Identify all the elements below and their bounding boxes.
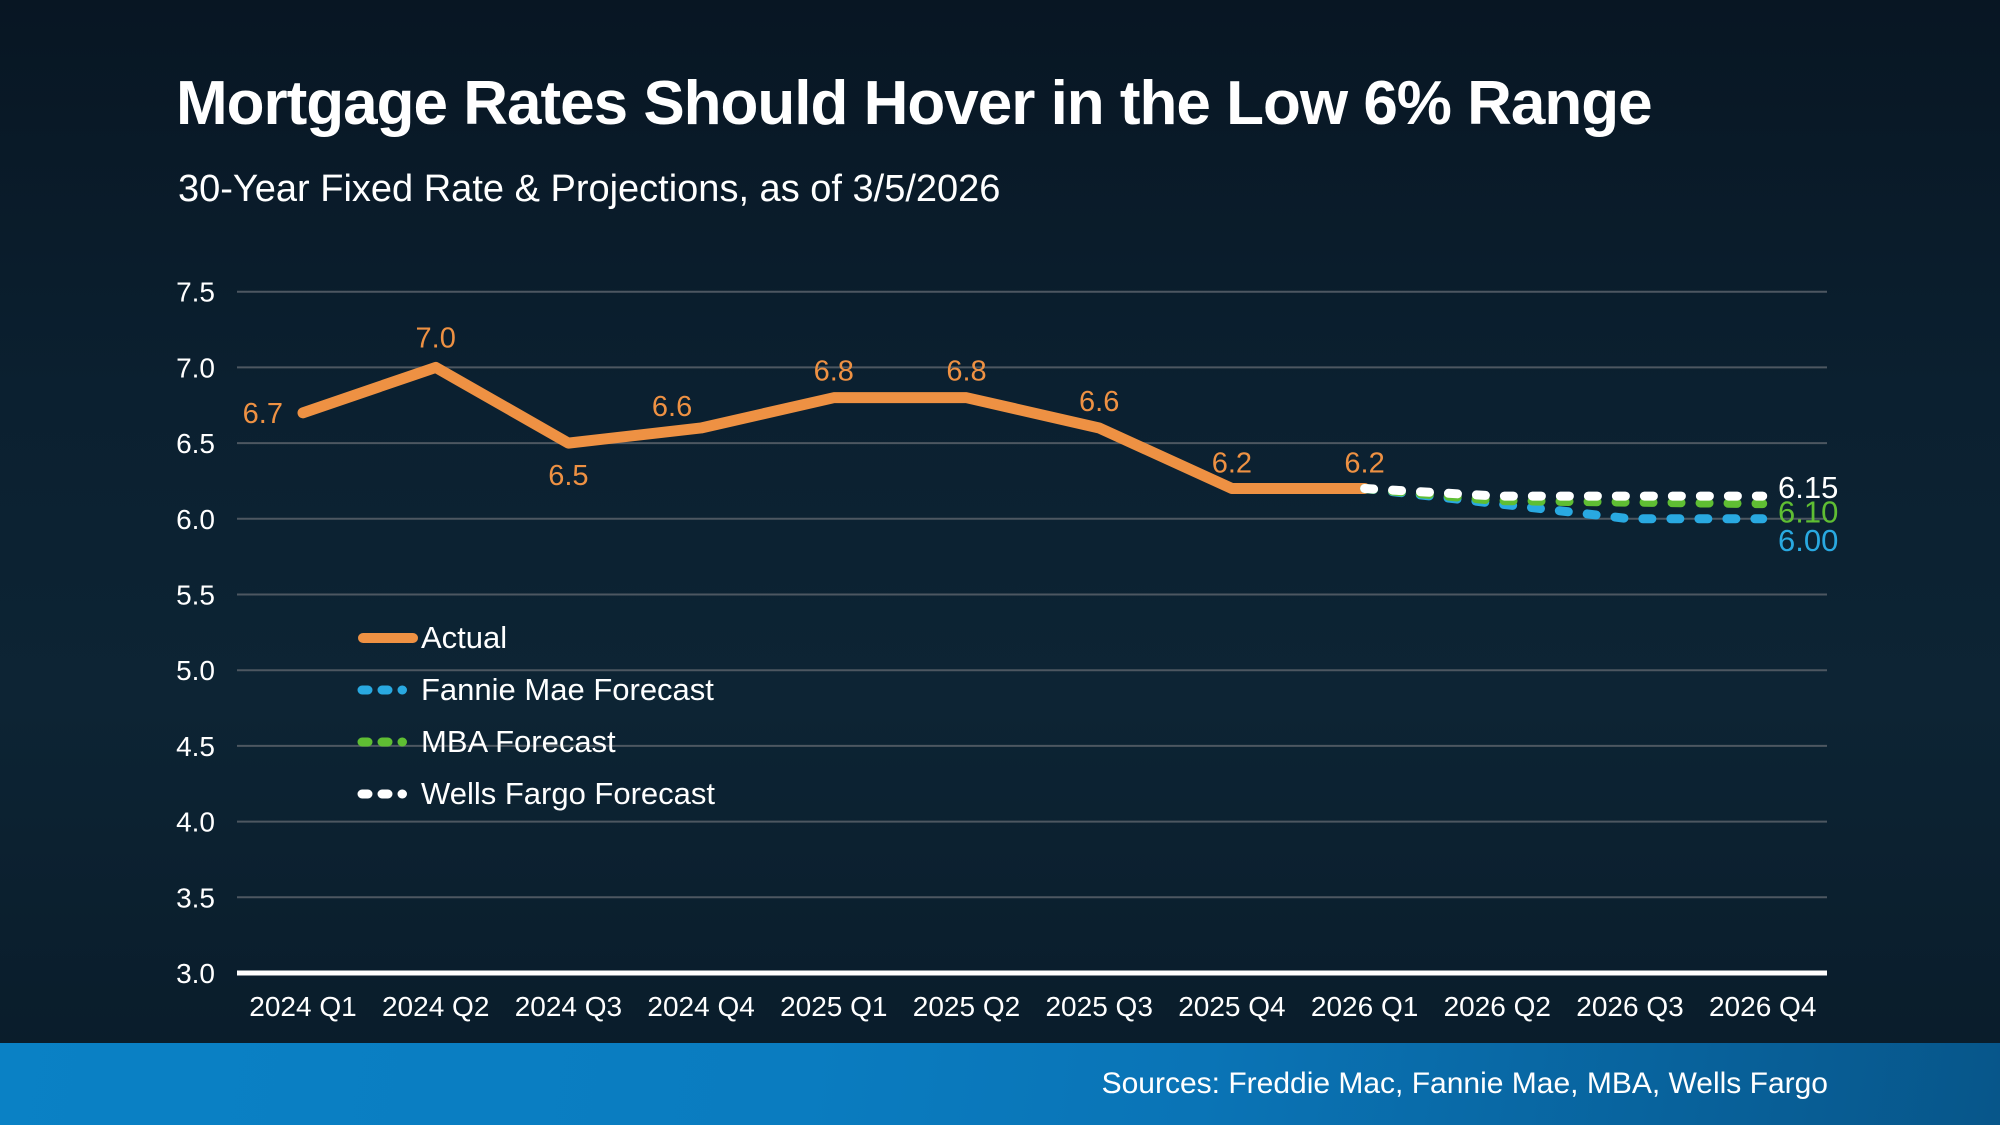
x-axis-tick-label: 2026 Q4 [1709, 991, 1816, 1022]
y-axis-tick-label: 6.5 [176, 428, 215, 459]
legend-label-mba: MBA Forecast [421, 724, 616, 759]
forecast-end-label: 6.10 [1778, 495, 1838, 530]
data-label: 6.8 [946, 356, 986, 388]
data-label: 7.0 [416, 322, 456, 354]
page-title: Mortgage Rates Should Hover in the Low 6… [176, 69, 1653, 138]
wells-fargo-line-swatch [357, 789, 417, 799]
x-axis-tick-label: 2025 Q3 [1045, 991, 1152, 1022]
page-subtitle: 30-Year Fixed Rate & Projections, as of … [178, 168, 1001, 210]
x-axis-tick-label: 2026 Q3 [1576, 991, 1683, 1022]
legend-item-actual: Actual [356, 612, 715, 664]
actual-line [297, 361, 1371, 495]
data-label: 6.6 [652, 391, 692, 423]
data-label: 6.5 [548, 460, 588, 492]
y-axis-tick-label: 4.0 [176, 807, 215, 838]
y-axis-tick-label: 5.5 [176, 580, 215, 611]
actual-line-swatch [358, 633, 418, 643]
x-axis-tick-label: 2026 Q1 [1311, 991, 1418, 1022]
source-text: Sources: Freddie Mac, Fannie Mae, MBA, W… [1101, 1067, 1828, 1100]
x-axis-tick-label: 2024 Q4 [647, 991, 754, 1022]
legend-item-wells-fargo: Wells Fargo Forecast [356, 768, 715, 820]
forecast-end-label: 6.15 [1778, 470, 1838, 505]
legend-label-fannie-mae: Fannie Mae Forecast [421, 672, 714, 707]
x-axis-tick-label: 2026 Q2 [1444, 991, 1551, 1022]
y-axis-tick-label: 4.5 [176, 731, 215, 762]
wells-fargo-forecast-line [1360, 484, 1768, 501]
mba-line-swatch [357, 737, 417, 747]
footer-bar: Sources: Freddie Mac, Fannie Mae, MBA, W… [0, 1043, 2000, 1125]
y-axis-tick-label: 7.0 [176, 352, 215, 383]
data-label: 6.2 [1212, 448, 1252, 480]
y-axis-tick-label: 3.0 [176, 958, 215, 989]
forecast-end-label: 6.00 [1778, 523, 1838, 558]
legend-label-wells-fargo: Wells Fargo Forecast [421, 776, 716, 811]
chart-legend: Actual Fannie Mae Forecast MBA Forecast … [356, 612, 715, 820]
data-label: 6.7 [243, 398, 283, 430]
x-axis-tick-label: 2024 Q3 [515, 991, 622, 1022]
x-axis-tick-label: 2025 Q2 [913, 991, 1020, 1022]
y-axis-tick-label: 7.5 [176, 277, 215, 308]
y-axis-tick-label: 3.5 [176, 882, 215, 913]
x-axis-tick-label: 2024 Q2 [382, 991, 489, 1022]
data-label: 6.2 [1344, 448, 1384, 480]
x-axis-tick-label: 2024 Q1 [249, 991, 356, 1022]
data-label: 6.6 [1079, 386, 1119, 418]
y-axis-tick-label: 6.0 [176, 504, 215, 535]
y-axis-tick-label: 5.0 [176, 655, 215, 686]
x-axis-tick-label: 2025 Q1 [780, 991, 887, 1022]
legend-item-mba: MBA Forecast [356, 716, 715, 768]
x-axis-tick-label: 2025 Q4 [1178, 991, 1285, 1022]
legend-item-fannie-mae: Fannie Mae Forecast [356, 664, 715, 716]
fannie-mae-line-swatch [357, 685, 417, 695]
legend-label-actual: Actual [421, 620, 508, 655]
data-label: 6.8 [814, 356, 854, 388]
